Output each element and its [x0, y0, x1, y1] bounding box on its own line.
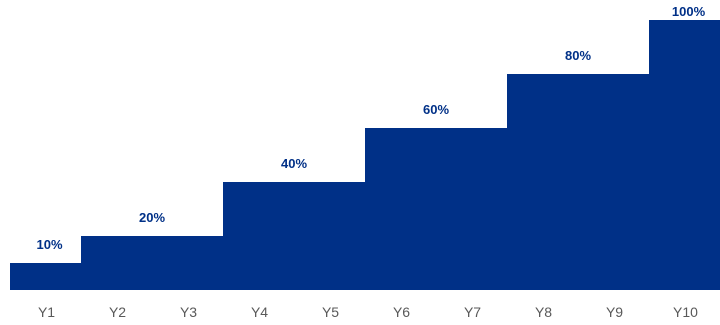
- x-tick-label: Y6: [393, 304, 410, 320]
- data-label-y4: 40%: [281, 156, 307, 171]
- x-tick-label: Y9: [606, 304, 623, 320]
- area-step-y8: [507, 74, 579, 290]
- data-label-y10: 100%: [672, 4, 706, 19]
- x-tick-label: Y1: [38, 304, 55, 320]
- area-step-y5: [294, 182, 366, 290]
- x-tick-label: Y10: [673, 304, 698, 320]
- area-step-y3: [152, 236, 224, 290]
- area-step-y1: [10, 263, 82, 290]
- x-axis-ticks: Y1 Y2 Y3 Y4 Y5 Y6 Y7 Y8 Y9 Y10: [38, 304, 698, 320]
- area-step-y4: [223, 182, 295, 290]
- area-step-y2: [81, 236, 153, 290]
- data-label-y1: 10%: [36, 237, 62, 252]
- x-tick-label: Y7: [464, 304, 481, 320]
- data-labels: 10% 20% 40% 60% 80% 100%: [36, 4, 705, 252]
- area-step-y7: [436, 128, 508, 290]
- x-tick-label: Y3: [180, 304, 197, 320]
- data-label-y6: 60%: [423, 102, 449, 117]
- area-step-y10: [649, 20, 720, 290]
- area-step-y6: [365, 128, 437, 290]
- x-tick-label: Y5: [322, 304, 339, 320]
- x-tick-label: Y8: [535, 304, 552, 320]
- x-tick-label: Y2: [109, 304, 126, 320]
- area-step-y9: [578, 74, 650, 290]
- plot-area: [10, 20, 720, 290]
- x-tick-label: Y4: [251, 304, 268, 320]
- data-label-y8: 80%: [565, 48, 591, 63]
- data-label-y2: 20%: [139, 210, 165, 225]
